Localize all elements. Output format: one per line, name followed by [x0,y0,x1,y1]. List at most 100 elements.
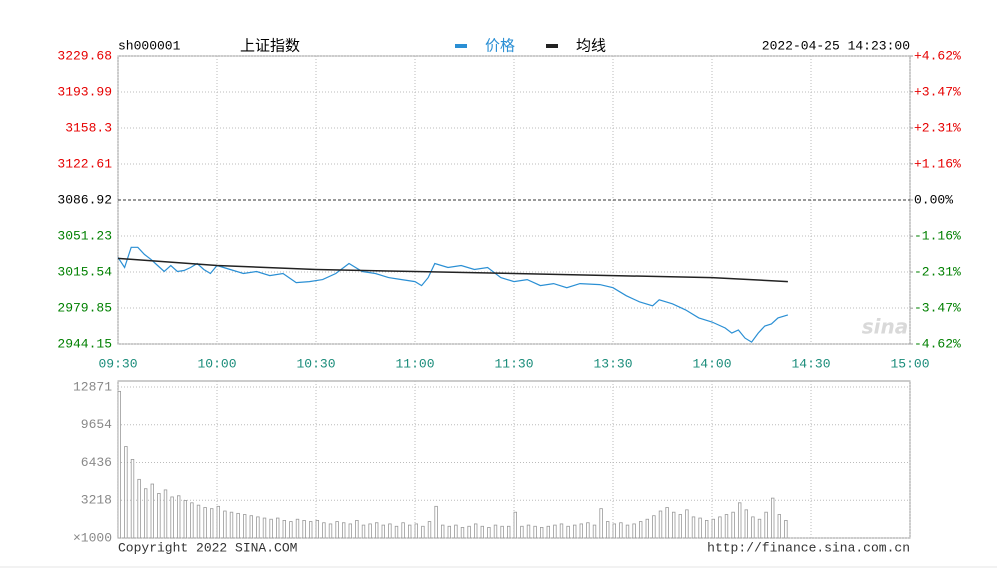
volume-bar [348,523,352,539]
volume-bar [454,524,458,539]
volume-bar [236,512,240,539]
volume-bar [302,520,306,539]
volume-bar [388,523,392,539]
volume-tick-label: 3218 [81,493,112,508]
volume-tick-label: 9654 [81,417,112,432]
volume-tick-label: ×1000 [73,530,112,545]
volume-bar [322,522,326,539]
volume-bar [526,524,531,539]
timestamp: 2022-04-25 14:23:00 [762,38,910,53]
volume-bar [209,508,214,539]
x-tick-label: 11:00 [395,356,434,371]
volume-bar [711,518,715,539]
volume-bar [282,520,286,539]
volume-bar [606,521,610,539]
x-tick-label: 10:00 [197,356,236,371]
x-tick-label: 11:30 [494,356,533,371]
symbol: sh000001 [118,38,181,53]
volume-bar [691,516,696,539]
volume-bar [249,515,253,539]
volume-bar [190,502,194,539]
volume-bar [308,521,313,539]
volume-bar [625,524,630,539]
volume-bar [289,521,293,539]
volume-bar [705,520,709,539]
y2-tick-label: -3.47% [914,301,961,316]
y2-tick-label: +3.47% [914,84,961,99]
y-tick-label: 3122.61 [57,156,112,171]
volume-bar [434,505,438,539]
volume-bar [124,446,128,539]
volume-bar [520,525,524,539]
volume-bar [757,518,762,539]
y2-tick-label: -4.62% [914,336,961,351]
volume-bar [130,459,135,539]
volume-bar [275,517,280,539]
volume-bar [480,525,484,539]
volume-bar [738,502,742,539]
y-tick-label: 2944.15 [57,336,112,351]
volume-bar [513,511,517,539]
volume-bar [341,522,346,539]
volume-bar [573,524,577,539]
volume-bar [269,518,273,539]
volume-bar [374,522,379,539]
volume-bar [440,524,445,539]
volume-bar [414,523,418,539]
volume-bar [784,520,788,539]
volume-bar [612,523,616,539]
volume-bar [566,525,570,539]
volume-bar [698,517,702,539]
volume-bar [368,523,372,539]
volume-bar [143,488,148,539]
volume-bar [540,527,544,539]
volume-bar [506,525,511,539]
volume-bar [203,507,207,539]
volume-bar [487,527,491,539]
volume-bar [421,525,425,539]
volume-bar [170,496,174,539]
y-tick-label: 3193.99 [57,84,112,99]
volume-bar [467,525,471,539]
x-tick-label: 14:00 [692,356,731,371]
volume-bar [533,525,537,539]
volume-bar [685,509,689,539]
volume-bar [553,524,557,539]
copyright: Copyright 2022 SINA.COM [118,540,297,555]
volume-bar [731,511,735,539]
y2-tick-label: +2.31% [914,120,961,135]
volume-bar [216,505,220,539]
volume-bar [500,525,504,539]
volume-bar [718,516,722,539]
y2-tick-label: -2.31% [914,264,961,279]
y-tick-label: 3229.68 [57,48,112,63]
volume-tick-label: 6436 [81,455,112,470]
volume-bar [163,489,168,539]
volume-bar [242,514,247,539]
y-tick-label: 3158.3 [65,120,112,135]
volume-bar [328,523,333,539]
y2-tick-label: +1.16% [914,156,961,171]
y-tick-label: 3086.92 [57,192,112,207]
source-url: http://finance.sina.com.cn [707,540,910,555]
volume-bar [493,524,498,539]
x-tick-label: 09:30 [98,356,137,371]
volume-bar [183,500,187,539]
x-tick-label: 14:30 [791,356,830,371]
volume-bar [764,511,768,539]
volume-bar [447,525,451,539]
volume-bar [579,523,583,539]
y2-tick-label: -1.16% [914,229,961,244]
volume-bar [672,511,676,539]
series-line [117,246,789,343]
volume-bar [724,514,729,539]
volume-bar [771,497,775,539]
volume-bar [632,523,636,539]
series-line [117,257,788,283]
volume-bar [665,507,669,539]
volume-bar [150,483,154,539]
legend-label: 均线 [576,37,606,55]
volume-bar [592,524,597,539]
volume-bar [256,516,260,539]
